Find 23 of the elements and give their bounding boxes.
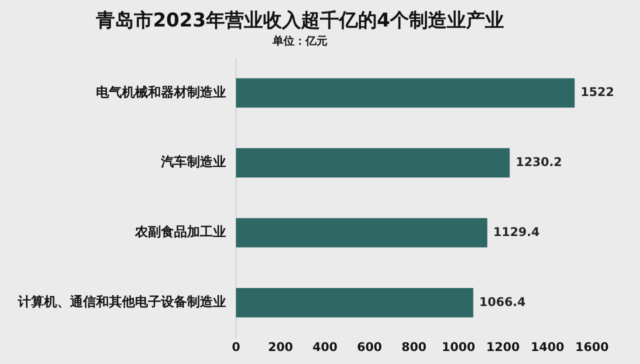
x-tick-label: 200 — [268, 340, 294, 354]
data-label: 1066.4 — [479, 294, 526, 309]
chart-subtitle: 单位：亿元 — [272, 34, 328, 48]
chart-title: 青岛市2023年营业收入超千亿的4个制造业产业 — [94, 9, 504, 32]
bar — [236, 288, 474, 318]
x-tick-label: 1600 — [575, 340, 609, 354]
x-tick-label: 0 — [232, 340, 240, 354]
bar — [236, 218, 488, 248]
x-tick-label: 400 — [312, 340, 338, 354]
x-tick-label: 1000 — [442, 340, 476, 354]
y-tick-label: 汽车制造业 — [160, 154, 226, 170]
data-label: 1522 — [580, 85, 614, 100]
x-tick-label: 600 — [356, 340, 382, 354]
y-tick-label: 农副食品加工业 — [134, 225, 226, 240]
data-label: 1129.4 — [493, 224, 540, 239]
data-label: 1230.2 — [516, 154, 562, 169]
x-tick-label: 800 — [401, 340, 427, 354]
x-tick-label: 1200 — [486, 340, 520, 354]
bar — [236, 148, 510, 178]
y-tick-label: 电气机械和器材制造业 — [96, 84, 226, 100]
x-tick-label: 1400 — [530, 340, 564, 354]
bar — [236, 78, 575, 108]
y-tick-label: 计算机、通信和其他电子设备制造业 — [17, 294, 226, 310]
